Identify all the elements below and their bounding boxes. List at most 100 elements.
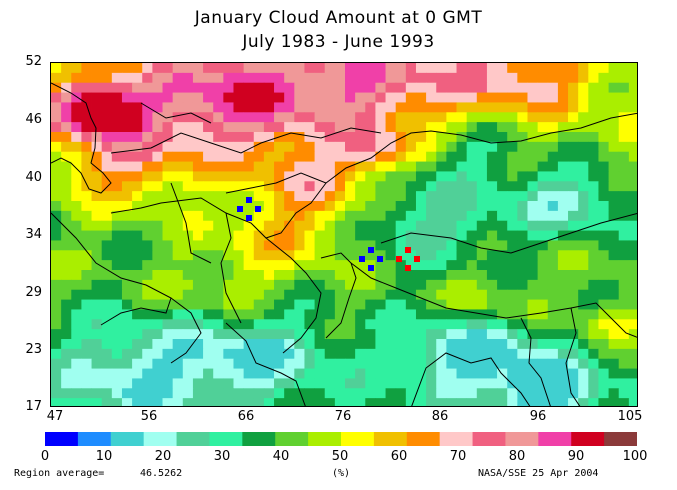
cloud-cell [588,72,599,84]
cloud-cell [172,378,184,389]
cloud-cell [213,348,224,360]
cloud-cell [628,388,637,399]
cloud-cell [274,388,285,399]
cloud-cell [456,289,468,300]
cloud-cell [172,299,184,310]
cloud-cell [142,132,153,143]
cloud-cell [517,339,528,350]
cloud-cell [121,220,133,231]
cloud-cell [274,368,285,379]
cloud-cell [101,63,113,74]
cloud-cell [213,63,224,74]
cloud-cell [385,378,397,389]
cloud-cell [274,329,285,340]
cloud-cell [61,270,72,281]
cloud-cell [557,240,569,251]
cloud-cell [365,72,376,84]
cloud-cell [517,82,528,93]
cloud-cell [537,358,549,369]
map-title: January Cloud Amount at 0 GMT [194,8,483,28]
cloud-cell [446,210,457,222]
cloud-cell [274,122,285,133]
cloud-cell [71,358,82,369]
cloud-cell [476,112,488,123]
cloud-cell [334,132,346,143]
cloud-cell [517,72,528,84]
cloud-cell [517,348,528,360]
cloud-cell [274,230,285,241]
cloud-cell [81,260,92,271]
cloud-cell [304,72,315,84]
cloud-cell [203,398,214,406]
cloud-cell [294,339,305,350]
cloud-cell [608,368,620,379]
cloud-cell [223,358,234,369]
cloud-cell [568,279,579,291]
cloud-cell [162,151,174,162]
cloud-cell [81,82,92,93]
cloud-cell [223,122,234,133]
cloud-cell [527,112,539,123]
cloud-cell [203,260,214,271]
cloud-cell [284,63,295,74]
cloud-cell [537,329,549,340]
cloud-cell [476,102,488,113]
cloud-cell [405,279,417,291]
cloud-cell [213,368,224,379]
cloud-cell [162,161,174,172]
cloud-cell [608,171,620,182]
cloud-cell [274,279,285,291]
cloud-cell [172,141,184,153]
cloud-cell [446,102,457,113]
cloud-cell [456,260,468,271]
cloud-cell [213,240,224,251]
cloud-cell [436,141,447,153]
cloud-cell [304,102,315,113]
cloud-cell [81,151,92,162]
cloud-cell [405,378,417,389]
cloud-cell [162,388,174,399]
cloud-cell [415,201,427,212]
cloud-cell [568,289,579,300]
cloud-cell [284,358,295,369]
cloud-cell [81,201,92,212]
cloud-cell [142,230,153,241]
cloud-cell [375,171,386,182]
cloud-cell [446,368,457,379]
cloud-cell [203,63,214,74]
cloud-cell [557,378,569,389]
cloud-cell [608,289,620,300]
cloud-cell [304,329,315,340]
cloud-cell [446,289,457,300]
cloud-cell [385,309,397,320]
cloud-cell [395,230,407,241]
cloud-cell [527,329,539,340]
cloud-cell [415,279,427,291]
cloud-cell [618,289,630,300]
cloud-cell [345,92,356,103]
cloud-cell [152,82,163,93]
cloud-cell [152,299,163,310]
cloud-cell [132,82,143,93]
cloud-cell [507,122,518,133]
cloud-cell [628,279,637,291]
cloud-cell [172,368,184,379]
cloud-cell [446,388,457,399]
cloud-cell [91,240,103,251]
cloud-cell [253,329,265,340]
cloud-cell [395,92,407,103]
cloud-cell [172,309,184,320]
cloud-cell [71,171,82,182]
cloud-cell [132,319,143,330]
cloud-cell [253,299,265,310]
cloud-cell [51,358,62,369]
cloud-cell [598,201,609,212]
cloud-cell [233,260,245,271]
cloud-cell [223,141,234,153]
cloud-cell [91,250,103,261]
cloud-cell [233,122,245,133]
cloud-cell [182,82,194,93]
map-canvas [51,63,637,406]
cloud-cell [304,358,315,369]
cloud-cell [446,132,457,143]
